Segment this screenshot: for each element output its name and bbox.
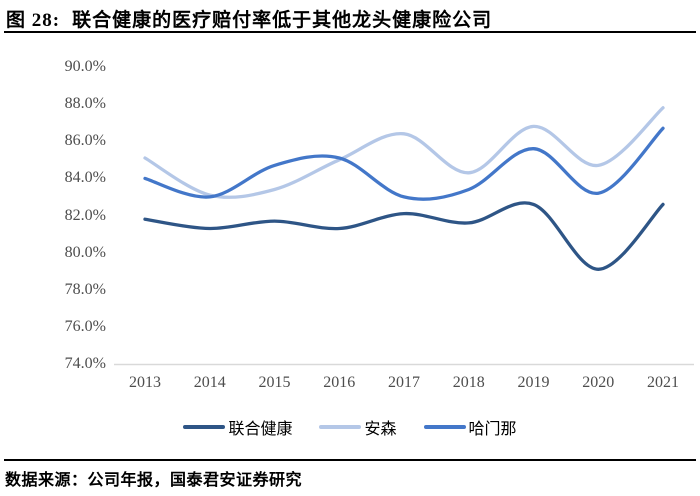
legend-label: 安森 bbox=[364, 421, 397, 438]
legend-item: 安森 bbox=[319, 415, 397, 439]
source-note: 数据来源：公司年报，国泰君安证券研究 bbox=[5, 472, 303, 489]
bottom-divider bbox=[4, 459, 696, 461]
legend-swatch bbox=[423, 425, 466, 429]
x-tick-label: 2015 bbox=[258, 374, 291, 391]
y-tick-label: 74.0% bbox=[64, 355, 106, 372]
figure-number: 图 28: bbox=[6, 10, 61, 31]
y-tick-label: 76.0% bbox=[64, 317, 106, 335]
y-tick-label: 82.0% bbox=[64, 206, 106, 224]
legend-swatch bbox=[319, 425, 362, 429]
x-tick-label: 2013 bbox=[129, 374, 161, 391]
legend-label: 联合健康 bbox=[228, 421, 293, 438]
y-tick-label: 80.0% bbox=[64, 243, 106, 261]
x-tick-label: 2018 bbox=[452, 374, 485, 391]
series-line-安森 bbox=[143, 106, 665, 199]
x-tick-label: 2017 bbox=[388, 374, 420, 391]
y-tick-label: 86.0% bbox=[64, 132, 106, 150]
x-tick-label: 2019 bbox=[517, 374, 550, 391]
y-tick-label: 88.0% bbox=[64, 95, 106, 113]
series-line-联合健康 bbox=[143, 201, 665, 271]
x-tick-label: 2016 bbox=[323, 374, 356, 391]
legend-swatch bbox=[183, 425, 226, 429]
figure-title: 图 28: 联合健康的医疗赔付率低于其他龙头健康险公司 bbox=[6, 5, 492, 32]
x-tick-label: 2020 bbox=[582, 374, 615, 391]
chart-legend: 联合健康 安森 哈门那 bbox=[0, 415, 700, 439]
legend-label: 哈门那 bbox=[468, 421, 517, 438]
series-line-哈门那 bbox=[143, 126, 665, 201]
y-tick-label: 84.0% bbox=[64, 169, 106, 187]
legend-item: 联合健康 bbox=[183, 415, 292, 439]
legend-item: 哈门那 bbox=[423, 415, 517, 439]
x-tick-label: 2014 bbox=[193, 374, 226, 391]
y-tick-label: 90.0% bbox=[64, 58, 106, 75]
x-tick-label: 2021 bbox=[647, 374, 679, 391]
y-tick-label: 78.0% bbox=[64, 280, 106, 298]
figure-title-text: 联合健康的医疗赔付率低于其他龙头健康险公司 bbox=[72, 10, 493, 31]
title-divider bbox=[4, 31, 696, 33]
